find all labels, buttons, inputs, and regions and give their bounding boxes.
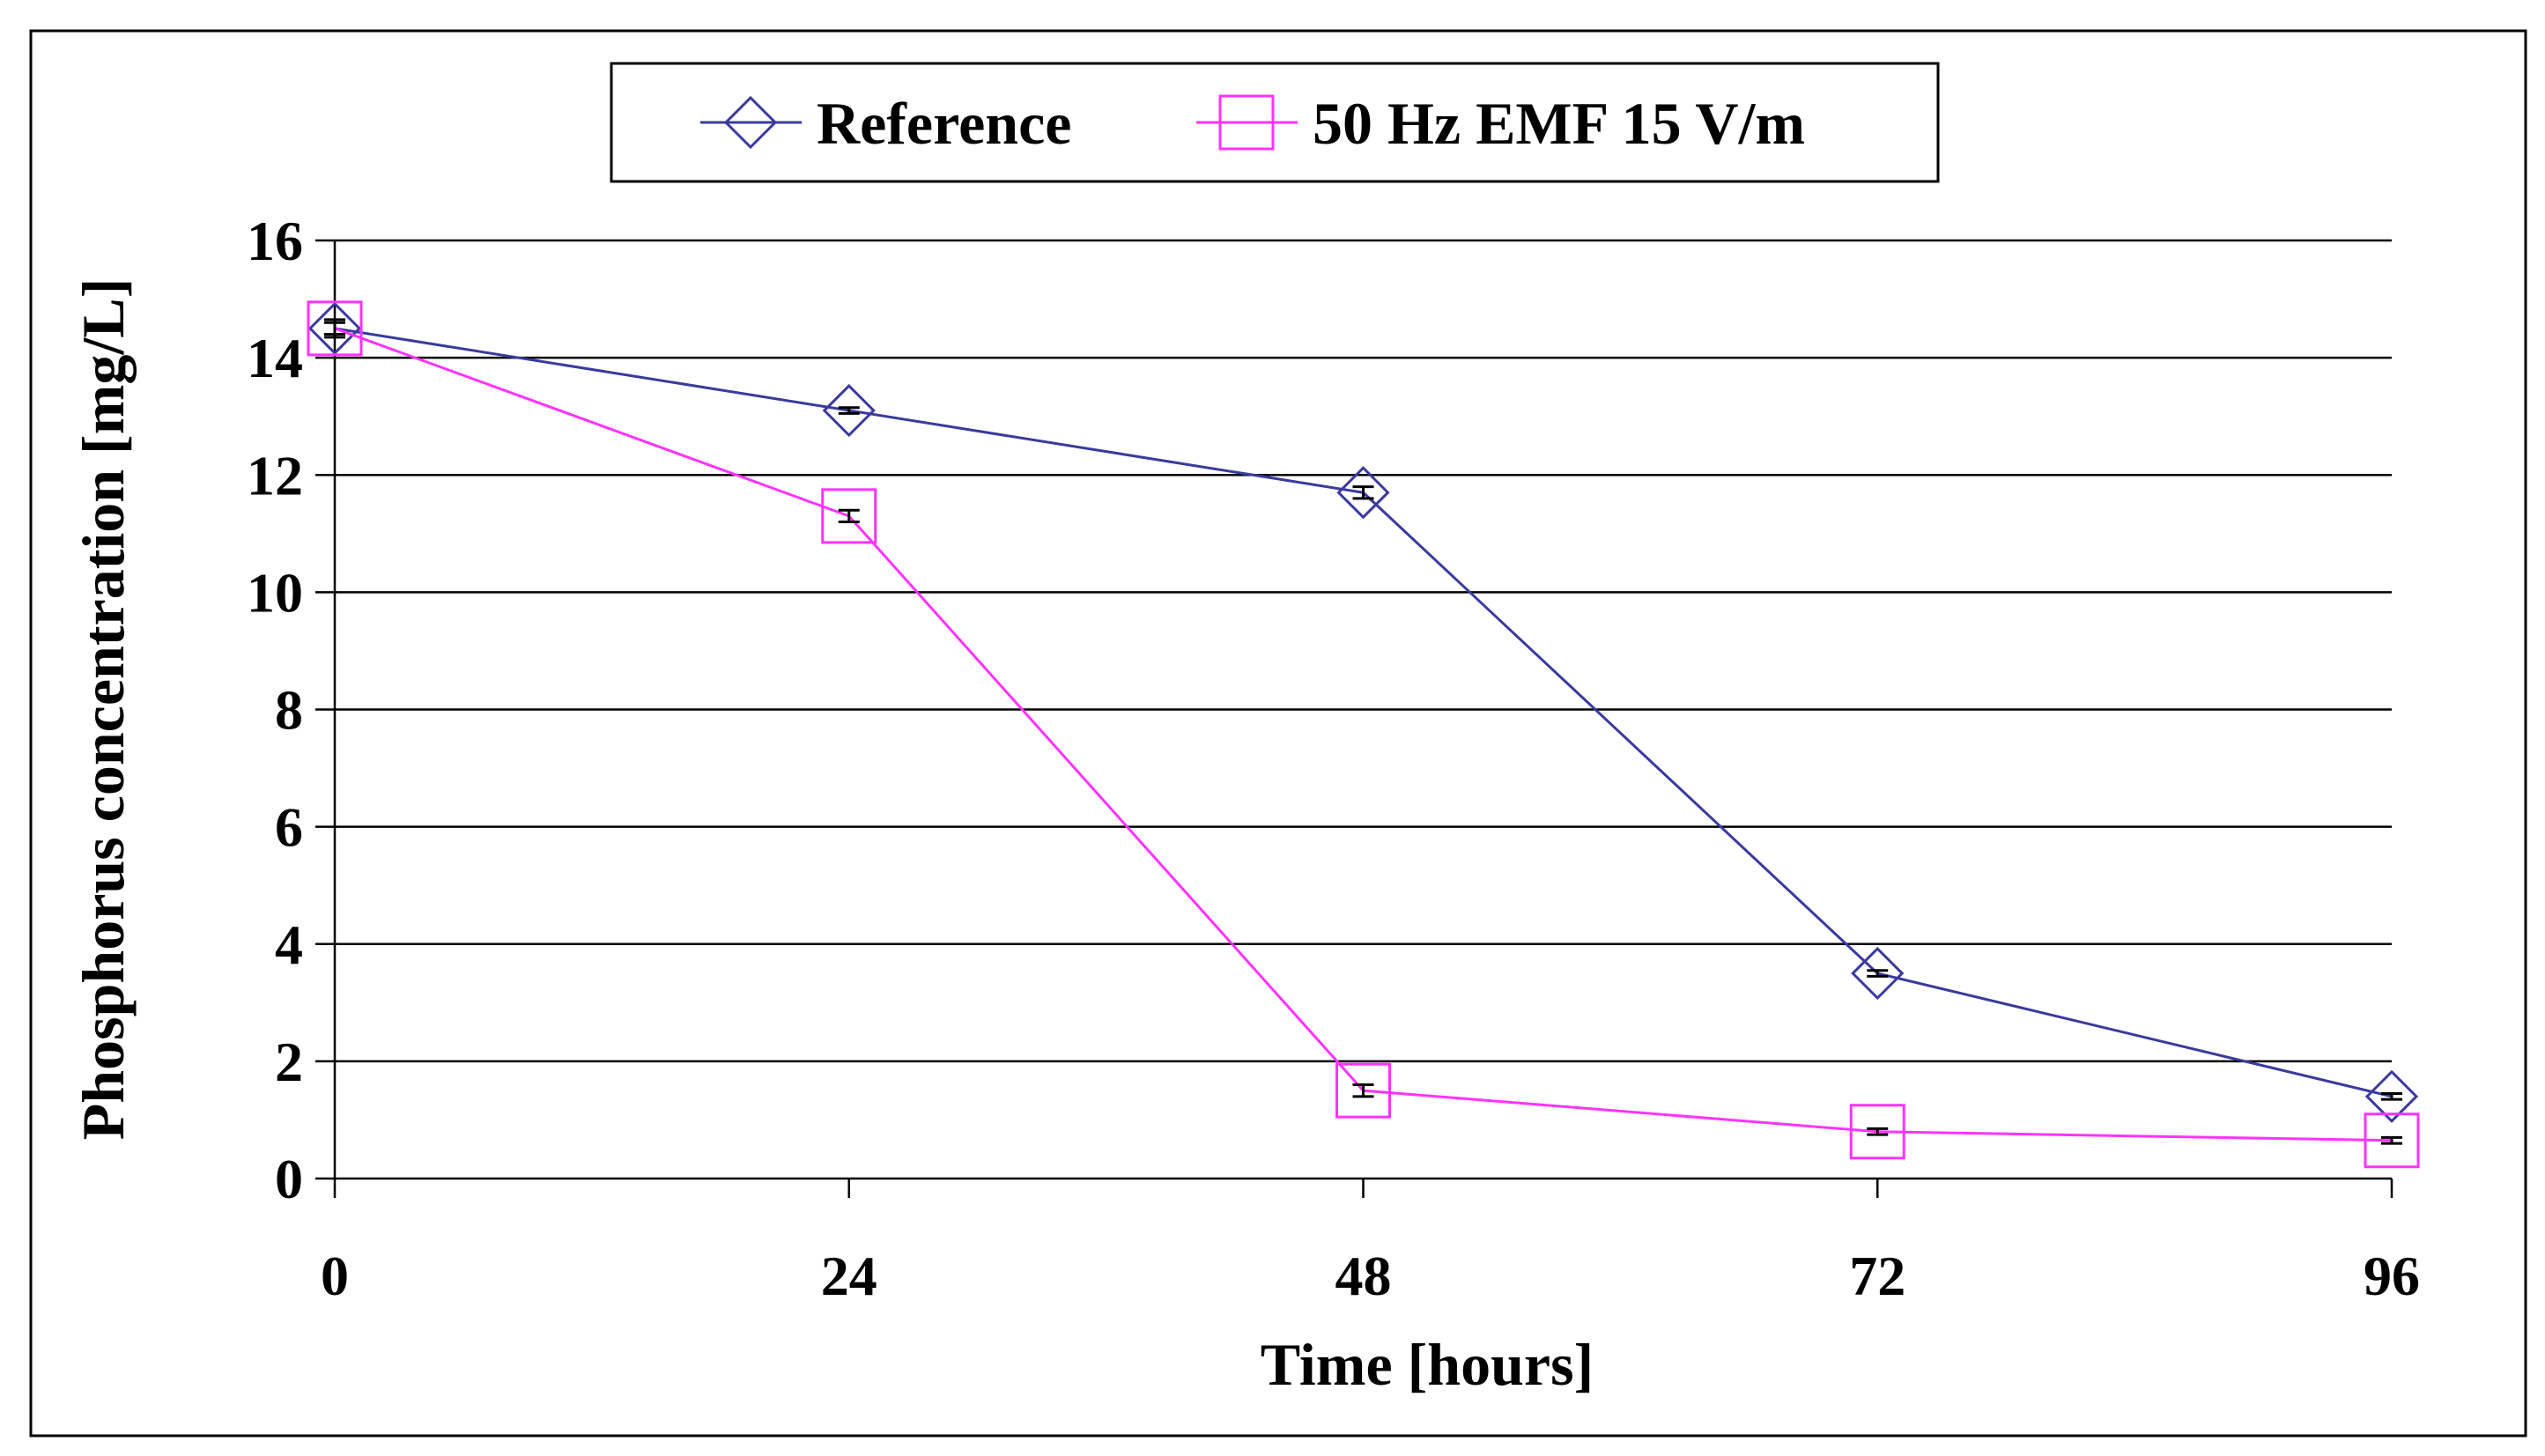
y-tick-label: 2 <box>275 1031 303 1093</box>
x-tick-label: 0 <box>321 1245 349 1307</box>
y-tick-label: 14 <box>247 327 303 389</box>
series-layer <box>307 300 2420 1169</box>
legend-label: 50 Hz EMF 15 V/m <box>1313 90 1805 157</box>
legend-label: Reference <box>817 90 1071 157</box>
y-tick-label: 16 <box>247 210 303 272</box>
legend: Reference 50 Hz EMF 15 V/m <box>610 62 1940 183</box>
data-point <box>2364 1112 2420 1169</box>
chart-frame <box>29 29 2527 1438</box>
legend-entry: Reference <box>700 90 1071 157</box>
data-point <box>1336 466 1390 520</box>
x-tick-label: 48 <box>1335 1245 1392 1307</box>
y-tick-label: 8 <box>275 679 303 742</box>
legend-entry: 50 Hz EMF 15 V/m <box>1196 90 1805 157</box>
data-point <box>1218 94 1275 151</box>
y-axis-label: Phosphorus concentration [mg/L] <box>70 278 137 1140</box>
data-point <box>723 95 778 150</box>
x-tick-label: 24 <box>821 1245 877 1307</box>
series <box>307 301 2419 1123</box>
y-tick-label: 6 <box>275 796 303 859</box>
x-tick-label: 72 <box>1849 1245 1905 1307</box>
data-point <box>822 383 876 438</box>
data-point <box>1851 946 1905 1001</box>
data-point <box>821 488 877 544</box>
data-point <box>1849 1104 1905 1160</box>
y-tick-label: 0 <box>275 1148 303 1210</box>
data-point <box>307 300 363 357</box>
x-axis-label: Time [hours] <box>1261 1331 1594 1398</box>
y-tick-label: 4 <box>275 913 303 976</box>
x-tick-label: 96 <box>2364 1245 2420 1307</box>
data-point <box>1335 1062 1391 1119</box>
series <box>307 300 2420 1169</box>
y-tick-label: 12 <box>247 444 303 506</box>
data-point <box>2364 1069 2419 1123</box>
y-tick-label: 10 <box>247 561 303 624</box>
data-point <box>307 301 362 355</box>
grid <box>335 239 2392 1063</box>
